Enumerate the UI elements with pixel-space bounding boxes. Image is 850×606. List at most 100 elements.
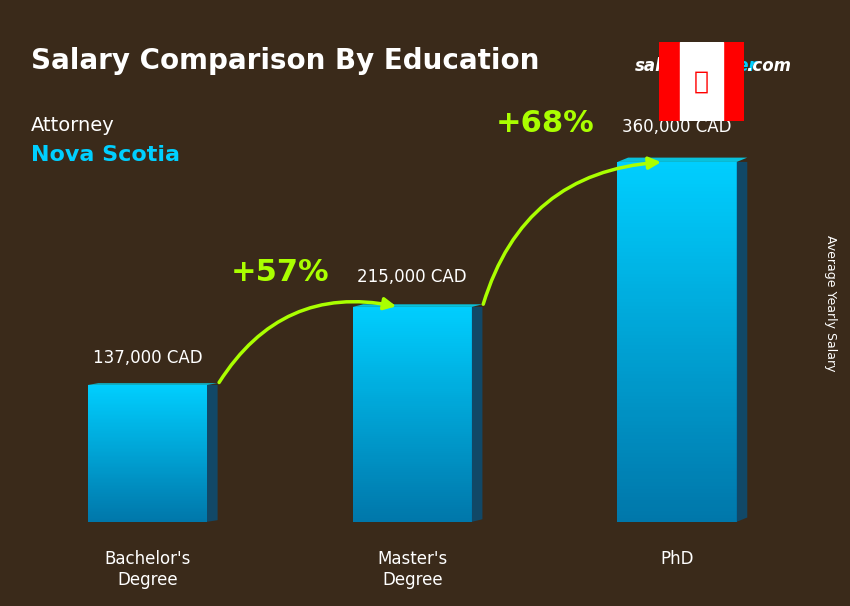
Bar [88,502,207,504]
Bar [353,430,472,431]
Bar [88,418,207,419]
Bar [617,414,737,418]
Bar [88,485,207,486]
Bar [617,313,737,317]
Bar [353,313,472,316]
Bar [88,478,207,479]
Bar [353,359,472,361]
Text: Master's
Degree: Master's Degree [377,550,447,588]
Bar [88,494,207,496]
Bar [617,205,737,208]
Bar [353,520,472,522]
Bar [617,331,737,335]
Bar [353,345,472,348]
Bar [88,497,207,499]
Bar [88,447,207,448]
Bar [88,388,207,389]
Bar [353,335,472,337]
Bar [353,483,472,485]
Bar [88,463,207,464]
Bar [88,412,207,414]
Bar [88,451,207,452]
Bar [617,450,737,453]
Bar [617,461,737,464]
Bar [88,425,207,426]
Bar [88,428,207,430]
Bar [88,402,207,404]
Bar [88,400,207,401]
Bar [353,344,472,345]
Bar [88,468,207,470]
Bar [353,406,472,408]
Bar [617,187,737,191]
Bar [617,263,737,266]
Bar [353,382,472,384]
Bar [353,419,472,421]
Bar [617,238,737,241]
Bar [617,252,737,256]
Bar [353,481,472,483]
Bar [617,360,737,364]
Bar [88,470,207,471]
Bar [88,423,207,425]
Bar [617,248,737,252]
Bar [88,462,207,463]
Bar [353,318,472,320]
Bar [353,458,472,459]
Bar [88,481,207,482]
Bar [617,227,737,230]
Bar [88,453,207,454]
Bar [680,42,722,121]
Bar [88,505,207,507]
Bar [353,473,472,474]
Bar [617,208,737,212]
Bar [353,322,472,324]
Bar [88,456,207,458]
Bar [617,321,737,324]
Bar [353,367,472,369]
Polygon shape [472,307,483,522]
Bar [88,414,207,415]
Bar [88,444,207,445]
Bar [88,407,207,408]
Bar [617,234,737,238]
Bar [353,404,472,406]
Bar [617,418,737,421]
Bar [353,395,472,397]
Bar [617,291,737,295]
Bar [617,381,737,385]
Bar [353,479,472,481]
Bar [353,453,472,455]
Bar [617,514,737,518]
Bar [88,396,207,397]
Bar [88,385,207,386]
Bar [88,397,207,399]
Bar [88,516,207,518]
Bar [353,438,472,440]
Bar [88,482,207,484]
Bar [353,491,472,494]
Bar [617,173,737,176]
Bar [88,459,207,460]
Bar [617,378,737,381]
Bar [353,501,472,502]
Bar [88,508,207,510]
Bar [353,421,472,423]
Bar [88,510,207,511]
Bar [353,496,472,498]
Bar [353,470,472,473]
Bar [353,427,472,430]
Bar [88,442,207,444]
Bar [722,42,744,121]
Bar [353,494,472,496]
Bar [353,348,472,350]
Bar [88,471,207,473]
Bar [353,361,472,363]
Text: .com: .com [746,57,791,75]
Text: 360,000 CAD: 360,000 CAD [622,118,732,136]
Bar [88,405,207,407]
Bar [353,328,472,330]
Bar [617,169,737,173]
Bar [353,507,472,509]
Bar [617,295,737,299]
